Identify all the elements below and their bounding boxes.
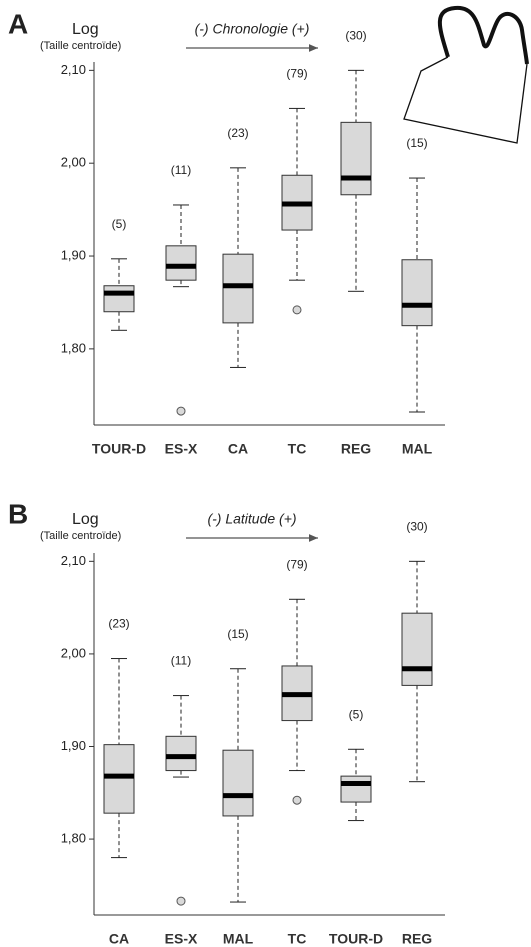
annotation: (-) Chronologie (+) (195, 21, 310, 37)
sample-size: (30) (345, 29, 366, 43)
x-tick-label: CA (109, 931, 129, 947)
y-label: Log (72, 511, 99, 528)
y-tick-label: 1,80 (61, 831, 86, 846)
box (340, 775, 372, 803)
outlier (292, 305, 302, 315)
panel-label: A (8, 8, 28, 39)
box (340, 121, 372, 196)
box (222, 253, 254, 324)
box (103, 744, 135, 814)
sample-size: (15) (227, 627, 248, 641)
y-label-sub: (Taille centroïde) (40, 40, 121, 52)
box (165, 245, 197, 281)
sample-size: (30) (406, 520, 427, 534)
x-tick-label: ES-X (165, 931, 198, 947)
sample-size: (23) (227, 126, 248, 140)
y-label: Log (72, 21, 99, 38)
sample-size: (5) (112, 217, 127, 231)
y-tick-label: 1,80 (61, 340, 86, 355)
x-tick-label: TC (288, 931, 307, 947)
x-tick-label: TC (288, 441, 307, 457)
y-label-sub: (Taille centroïde) (40, 530, 121, 542)
box (165, 735, 197, 772)
y-tick-label: 2,10 (61, 62, 86, 77)
x-tick-label: MAL (223, 931, 254, 947)
panel: A Log (Taille centroïde) (-) Chronologie (+… (8, 8, 445, 457)
y-tick-label: 1,90 (61, 247, 86, 262)
x-tick-label: REG (341, 441, 371, 457)
sample-size: (79) (286, 67, 307, 81)
box (401, 612, 433, 686)
sample-size: (79) (286, 557, 307, 571)
annotation: (-) Latitude (+) (207, 511, 296, 527)
outlier (176, 406, 186, 416)
sample-size: (15) (406, 136, 427, 150)
y-tick-label: 2,10 (61, 553, 86, 568)
box (401, 259, 433, 327)
outlier (176, 896, 186, 906)
x-tick-label: TOUR-D (92, 441, 146, 457)
sample-size: (5) (349, 707, 364, 721)
outline-icon (403, 5, 529, 144)
x-tick-label: CA (228, 441, 248, 457)
sample-size: (11) (171, 654, 191, 668)
y-tick-label: 2,00 (61, 155, 86, 170)
x-tick-label: MAL (402, 441, 433, 457)
box (222, 749, 254, 817)
x-tick-label: ES-X (165, 441, 198, 457)
x-tick-label: TOUR-D (329, 931, 383, 947)
sample-size: (11) (171, 163, 191, 177)
x-tick-label: REG (402, 931, 432, 947)
panel: B Log (Taille centroïde) (-) Latitude (+) 1,… (8, 498, 445, 947)
panel-label: B (8, 498, 28, 529)
y-tick-label: 2,00 (61, 645, 86, 660)
box (103, 285, 135, 313)
sample-size: (23) (108, 617, 129, 631)
y-tick-label: 1,90 (61, 738, 86, 753)
outlier (292, 795, 302, 805)
